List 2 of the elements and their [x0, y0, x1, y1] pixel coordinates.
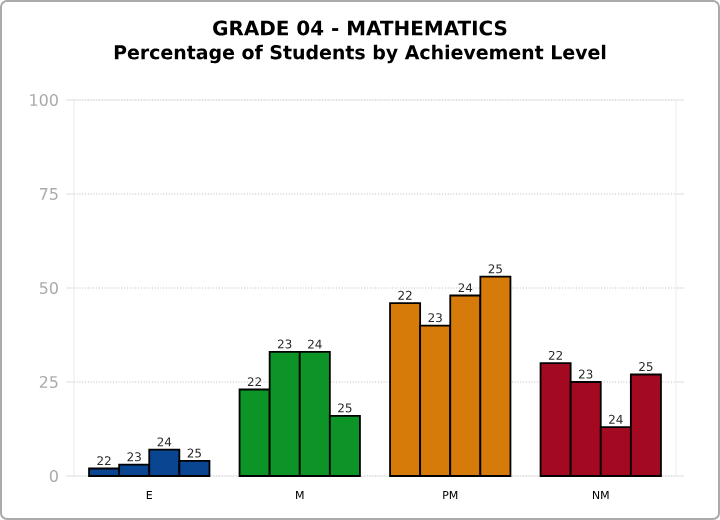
- chart-subtitle: Percentage of Students by Achievement Level: [114, 44, 606, 64]
- chart-title: GRADE 04 - MATHEMATICS: [213, 20, 507, 36]
